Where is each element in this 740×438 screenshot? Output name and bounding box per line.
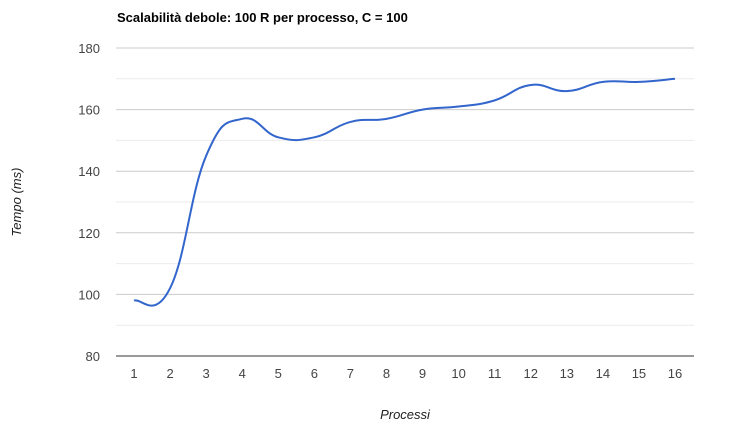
- y-axis-ticks: 80 100 120 140 160 180: [78, 41, 100, 364]
- y-tick-label: 100: [78, 287, 100, 302]
- y-tick-label: 120: [78, 226, 100, 241]
- x-tick-label: 11: [488, 366, 502, 381]
- x-tick-label: 12: [523, 366, 537, 381]
- y-tick-label: 180: [78, 41, 100, 56]
- x-tick-label: 6: [311, 366, 318, 381]
- y-tick-label: 80: [86, 349, 100, 364]
- x-tick-label: 16: [668, 366, 682, 381]
- series-line: [133, 77, 676, 307]
- x-tick-label: 5: [275, 366, 282, 381]
- x-axis-ticks: 1 2 3 4 5 6 7 8 9 10 11 12 13 14 15 16: [130, 366, 682, 381]
- x-tick-label: 2: [166, 366, 173, 381]
- x-tick-label: 4: [239, 366, 246, 381]
- x-tick-label: 8: [383, 366, 390, 381]
- x-tick-label: 1: [130, 366, 137, 381]
- y-tick-label: 160: [78, 103, 100, 118]
- x-tick-label: 14: [596, 366, 610, 381]
- chart-title: Scalabilità debole: 100 R per processo, …: [117, 10, 408, 25]
- y-axis-label: Tempo (ms): [9, 168, 24, 237]
- x-tick-label: 10: [451, 366, 465, 381]
- x-tick-label: 13: [560, 366, 574, 381]
- x-tick-label: 7: [347, 366, 354, 381]
- x-tick-label: 9: [419, 366, 426, 381]
- x-axis-label: Processi: [380, 407, 431, 422]
- x-tick-label: 3: [203, 366, 210, 381]
- grid-lines: [116, 47, 694, 357]
- y-tick-label: 140: [78, 164, 100, 179]
- x-tick-label: 15: [632, 366, 646, 381]
